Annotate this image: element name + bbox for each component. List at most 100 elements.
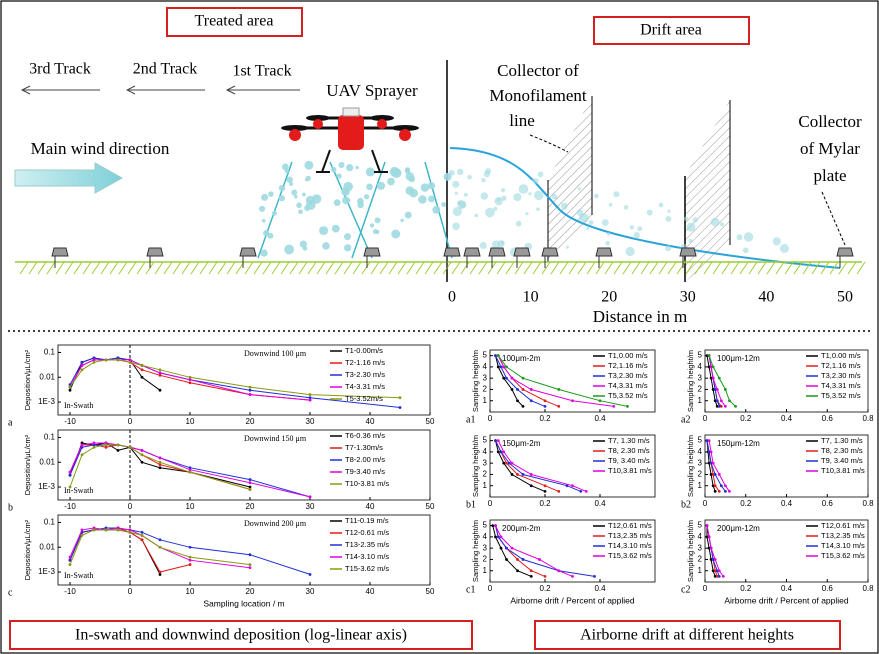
droplet <box>720 222 725 227</box>
grass-stroke <box>325 261 335 275</box>
droplet <box>513 193 522 202</box>
droplet <box>428 195 435 203</box>
plate <box>513 247 531 257</box>
x-tick-label: 0 <box>128 587 133 596</box>
grass-stroke <box>595 261 605 275</box>
droplet <box>296 202 302 209</box>
y-tick-label: 1 <box>698 396 703 405</box>
legend-label: T6-0.36 m/s <box>345 431 385 440</box>
droplet <box>409 188 418 198</box>
plate <box>595 247 613 257</box>
x-tick-label: 50 <box>426 502 435 511</box>
chart: 0 0.2 0.4 1 2 3 4 5 150μm-2m b1 Sampling height/m T… <box>466 434 656 510</box>
droplet <box>633 232 640 239</box>
grass-stroke <box>82 261 92 275</box>
y-tick-label: 1E-3 <box>38 397 55 406</box>
track-arrows <box>20 85 300 95</box>
plot-frame <box>489 349 656 413</box>
droplet <box>742 247 749 254</box>
x-axis-label: Airborne drift / Percent of applied <box>724 595 849 605</box>
monofilament-label: Collector of <box>497 61 579 80</box>
droplet <box>515 220 522 227</box>
y-tick-label: 0.1 <box>44 348 56 357</box>
grass-stroke <box>46 261 56 275</box>
panel-label: a2 <box>681 414 690 425</box>
grass-stroke <box>667 261 677 275</box>
plate <box>146 247 164 257</box>
uav-label: UAV Sprayer <box>326 81 418 100</box>
droplet <box>331 224 340 233</box>
legend-label: T9, 3.40 m/s <box>821 456 863 465</box>
droplet <box>346 164 354 172</box>
droplet <box>404 168 411 174</box>
wind-arrow <box>14 162 124 194</box>
plate <box>463 247 481 257</box>
legend-label: T13-2.35 m/s <box>345 540 389 549</box>
droplet <box>710 217 720 227</box>
chart-title: Downwind 200 μm <box>244 519 307 528</box>
grass-stroke <box>226 261 236 275</box>
chart: 0 0.2 0.4 0.6 0.8 1 2 3 4 5 200μm-12m c2 Sampling he… <box>681 519 874 605</box>
droplet <box>534 190 544 201</box>
droplet <box>282 163 289 171</box>
grass-stroke <box>262 261 272 275</box>
mylar-label: plate <box>813 166 846 185</box>
plate <box>541 247 559 257</box>
y-axis-label: Sampling height/m <box>471 435 480 497</box>
legend-label: T3,2.30 m/s <box>608 371 648 380</box>
droplet <box>577 187 581 191</box>
grass-stroke <box>748 261 758 275</box>
series-line <box>69 444 251 490</box>
series-line <box>69 359 311 401</box>
x-tick-label: 0.4 <box>594 584 606 593</box>
legend-label: T8, 2.30 m/s <box>821 446 863 455</box>
droplet <box>343 244 352 252</box>
x-tick-label: 10 <box>186 587 195 596</box>
legend-label: T14,3.10 m/s <box>821 541 865 550</box>
grass-stroke <box>370 261 380 275</box>
y-tick-label: 4 <box>698 362 703 371</box>
grass-stroke <box>163 261 173 275</box>
legend-label: T9, 3.40 m/s <box>608 456 650 465</box>
y-tick-label: 1 <box>698 566 703 575</box>
droplet <box>408 175 416 183</box>
chart-title: Downwind 150 μm <box>244 434 307 443</box>
grass-stroke <box>280 261 290 275</box>
grass-stroke <box>397 261 407 275</box>
grass-stroke <box>433 261 443 275</box>
series-line <box>497 355 614 407</box>
legend-label: T3-2.30 m/s <box>345 370 385 379</box>
x-tick-label: 0.4 <box>781 499 793 508</box>
droplet <box>260 249 268 257</box>
grass-stroke <box>19 261 29 275</box>
plate <box>679 247 697 257</box>
droplet <box>389 166 400 177</box>
y-tick-label: 2 <box>483 555 488 564</box>
y-axis-label: Sampling height/m <box>686 520 695 582</box>
mylar-label: Collector <box>798 112 862 131</box>
grass-stroke <box>685 261 695 275</box>
legend-label: T12-0.61 m/s <box>345 528 389 537</box>
track-label: 3rd Track <box>29 61 91 78</box>
series-line <box>69 529 251 566</box>
treated-box <box>166 7 303 37</box>
droplet <box>525 211 529 216</box>
droplet <box>391 229 401 239</box>
x-tick-label: 30 <box>306 502 315 511</box>
x-tick-label: 0.4 <box>594 414 606 423</box>
panel-label: a <box>8 417 13 428</box>
droplet <box>623 205 629 210</box>
droplet <box>452 206 462 217</box>
swath-note: In-Swath <box>64 401 93 410</box>
droplet <box>376 181 386 190</box>
x-tick-label: 0.2 <box>740 414 752 423</box>
x-tick-label: 40 <box>366 502 375 511</box>
droplet <box>479 241 487 249</box>
grass-stroke <box>361 261 371 275</box>
grass-stroke <box>811 261 821 275</box>
legend-label: T12,0.61 m/s <box>608 521 652 530</box>
droplet <box>500 188 506 193</box>
y-tick-label: 3 <box>698 543 703 552</box>
grass-stroke <box>208 261 218 275</box>
droplet <box>302 192 306 197</box>
